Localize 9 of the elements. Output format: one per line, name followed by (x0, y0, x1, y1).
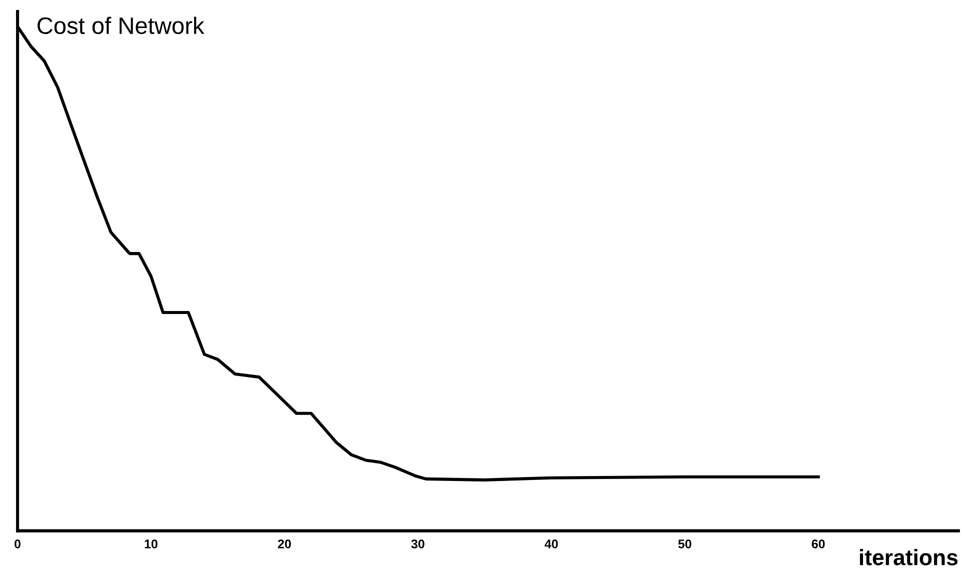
x-tick-label: 30 (411, 540, 424, 548)
x-tick-label: 10 (144, 540, 158, 548)
x-tick-label: 40 (544, 540, 558, 548)
x-tick-label: 20 (278, 540, 291, 548)
x-tick-label: 0 (14, 540, 21, 548)
y-axis-title: Cost of Network (38, 16, 204, 34)
x-tick-label: 50 (678, 540, 692, 548)
x-axis-title: iterations (860, 549, 958, 566)
x-tick-label: 60 (812, 540, 825, 548)
